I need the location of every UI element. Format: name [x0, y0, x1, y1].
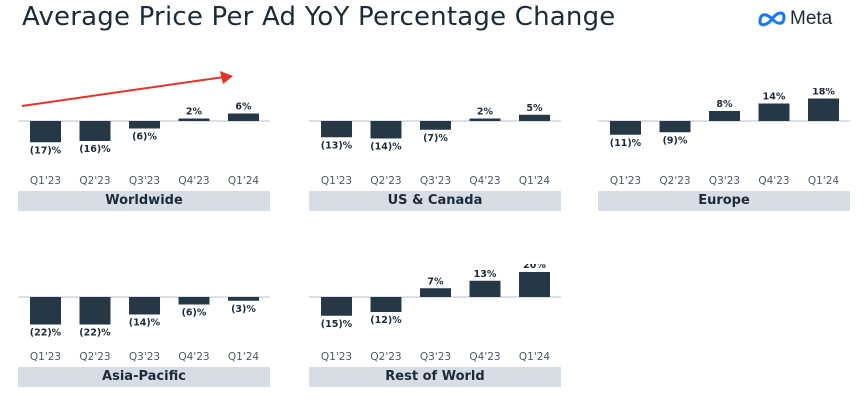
meta-logo: Meta — [757, 8, 832, 30]
tick-label-rest-of-world-4: Q1'24 — [519, 351, 551, 363]
data-label-rest-of-world-4: 20% — [523, 264, 546, 271]
chart-panel-europe: (11)% Q1'23 (9)% Q2'23 8% Q3'23 14% Q4'23 18% Q1'… — [598, 88, 850, 212]
chart-panel-asia-pacific: (22)% Q1'23 (22)% Q2'23 (14)% Q3'23 (6)% Q4'23 (… — [18, 264, 270, 388]
data-label-rest-of-world-2: 7% — [427, 276, 444, 287]
bar-europe-1 — [659, 121, 691, 133]
data-label-rest-of-world-3: 13% — [474, 269, 497, 280]
chart-svg-worldwide: (17)% Q1'23 (16)% Q2'23 (6)% Q3'23 2% Q4'23 6% Q1… — [18, 102, 270, 187]
bar-us-canada-0 — [321, 121, 352, 138]
tick-label-europe-0: Q1'23 — [610, 175, 641, 187]
chart-panel-worldwide: (17)% Q1'23 (16)% Q2'23 (6)% Q3'23 2% Q4'23 6% Q1… — [18, 88, 270, 212]
tick-label-europe-2: Q3'23 — [709, 175, 740, 187]
data-label-us-canada-1: (14)% — [370, 142, 402, 153]
bar-rest-of-world-3 — [469, 280, 501, 297]
bar-rest-of-world-4 — [519, 272, 550, 297]
data-label-us-canada-4: 5% — [526, 103, 543, 114]
bar-worldwide-1 — [79, 121, 111, 141]
tick-label-europe-4: Q1'24 — [808, 175, 840, 187]
data-label-europe-0: (11)% — [610, 138, 642, 149]
tick-label-rest-of-world-0: Q1'23 — [321, 351, 352, 363]
chart-svg-europe: (11)% Q1'23 (9)% Q2'23 8% Q3'23 14% Q4'23 18% Q1'… — [598, 88, 850, 187]
tick-label-europe-3: Q4'23 — [758, 175, 789, 187]
tick-label-worldwide-4: Q1'24 — [228, 175, 260, 187]
bar-worldwide-2 — [129, 121, 160, 129]
tick-label-us-canada-3: Q4'23 — [469, 175, 500, 187]
data-label-asia-pacific-0: (22)% — [30, 328, 62, 339]
panel-label-europe: Europe — [598, 191, 850, 211]
trend-arrow-icon — [21, 71, 233, 107]
chart-svg-asia-pacific: (22)% Q1'23 (22)% Q2'23 (14)% Q3'23 (6)% Q4'23 (… — [18, 296, 270, 363]
bar-asia-pacific-0 — [30, 297, 61, 325]
tick-label-us-canada-4: Q1'24 — [519, 175, 551, 187]
data-label-rest-of-world-0: (15)% — [321, 319, 353, 330]
data-label-europe-2: 8% — [716, 99, 733, 110]
tick-label-rest-of-world-3: Q4'23 — [469, 351, 500, 363]
bar-asia-pacific-1 — [79, 297, 111, 325]
tick-label-worldwide-0: Q1'23 — [30, 175, 61, 187]
data-label-worldwide-4: 6% — [235, 102, 252, 113]
bar-us-canada-1 — [370, 121, 402, 139]
chart-svg-us-canada: (13)% Q1'23 (14)% Q2'23 (7)% Q3'23 2% Q4'23 5% Q1… — [309, 103, 561, 187]
bar-europe-2 — [709, 111, 740, 121]
tick-label-asia-pacific-0: Q1'23 — [30, 351, 61, 363]
bar-rest-of-world-0 — [321, 297, 352, 316]
tick-label-us-canada-2: Q3'23 — [420, 175, 451, 187]
bar-asia-pacific-3 — [178, 297, 210, 305]
bar-asia-pacific-2 — [129, 297, 160, 315]
panel-label-rest-of-world: Rest of World — [309, 367, 561, 387]
panel-label-worldwide: Worldwide — [18, 191, 270, 211]
data-label-europe-3: 14% — [763, 92, 786, 103]
data-label-worldwide-3: 2% — [186, 107, 203, 118]
bar-us-canada-4 — [519, 114, 550, 121]
tick-label-us-canada-0: Q1'23 — [321, 175, 352, 187]
data-label-europe-4: 18% — [812, 88, 835, 98]
bar-europe-4 — [808, 98, 839, 121]
bar-worldwide-4 — [228, 113, 259, 121]
data-label-worldwide-2: (6)% — [132, 132, 157, 143]
tick-label-asia-pacific-2: Q3'23 — [129, 351, 160, 363]
tick-label-asia-pacific-4: Q1'24 — [228, 351, 260, 363]
meta-infinity-icon — [758, 11, 786, 27]
data-label-asia-pacific-2: (14)% — [129, 318, 161, 329]
bar-worldwide-3 — [178, 118, 210, 121]
bar-rest-of-world-2 — [420, 288, 451, 297]
bar-worldwide-0 — [30, 121, 61, 143]
data-label-europe-1: (9)% — [663, 135, 688, 146]
data-label-us-canada-2: (7)% — [423, 133, 448, 144]
tick-label-worldwide-3: Q4'23 — [178, 175, 209, 187]
tick-label-rest-of-world-2: Q3'23 — [420, 351, 451, 363]
bar-europe-0 — [610, 121, 641, 135]
bar-europe-3 — [758, 103, 790, 121]
bar-rest-of-world-1 — [370, 297, 402, 312]
bar-us-canada-3 — [469, 118, 501, 121]
bar-asia-pacific-4 — [228, 297, 259, 301]
chart-panel-us-canada: (13)% Q1'23 (14)% Q2'23 (7)% Q3'23 2% Q4'23 5% Q1… — [309, 88, 561, 212]
tick-label-asia-pacific-1: Q2'23 — [79, 351, 110, 363]
panel-label-us-canada: US & Canada — [309, 191, 561, 211]
chart-panel-rest-of-world: (15)% Q1'23 (12)% Q2'23 7% Q3'23 13% Q4'23 20% Q1… — [309, 264, 561, 388]
data-label-asia-pacific-3: (6)% — [182, 308, 207, 319]
tick-label-asia-pacific-3: Q4'23 — [178, 351, 209, 363]
tick-label-europe-1: Q2'23 — [659, 175, 690, 187]
chart-svg-rest-of-world: (15)% Q1'23 (12)% Q2'23 7% Q3'23 13% Q4'23 20% Q1… — [309, 264, 561, 363]
data-label-asia-pacific-1: (22)% — [79, 328, 111, 339]
page-title: Average Price Per Ad YoY Percentage Chan… — [22, 2, 616, 32]
data-label-asia-pacific-4: (3)% — [231, 304, 256, 315]
meta-logo-text: Meta — [790, 8, 833, 29]
tick-label-worldwide-1: Q2'23 — [79, 175, 110, 187]
panel-label-asia-pacific: Asia-Pacific — [18, 367, 270, 387]
data-label-us-canada-0: (13)% — [321, 140, 353, 151]
tick-label-us-canada-1: Q2'23 — [370, 175, 401, 187]
data-label-rest-of-world-1: (12)% — [370, 315, 402, 326]
tick-label-worldwide-2: Q3'23 — [129, 175, 160, 187]
bar-us-canada-2 — [420, 121, 451, 130]
data-label-worldwide-1: (16)% — [79, 144, 111, 155]
data-label-us-canada-3: 2% — [477, 107, 494, 118]
tick-label-rest-of-world-1: Q2'23 — [370, 351, 401, 363]
data-label-worldwide-0: (17)% — [30, 145, 62, 156]
